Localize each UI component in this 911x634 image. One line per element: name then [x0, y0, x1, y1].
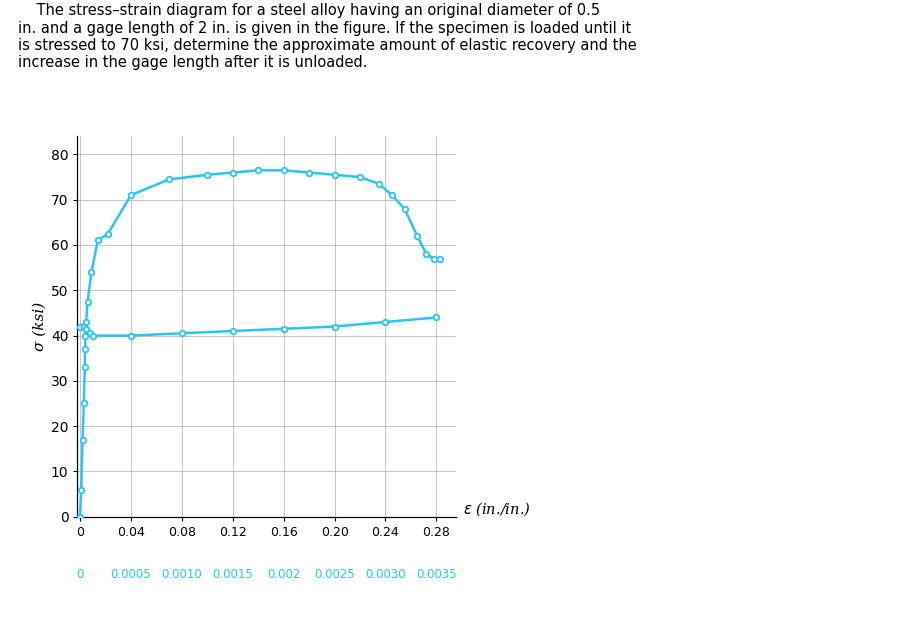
Text: The stress–strain diagram for a steel alloy having an original diameter of 0.5
i: The stress–strain diagram for a steel al…: [18, 3, 637, 70]
Text: 0.0035: 0.0035: [416, 568, 456, 581]
Text: 0.0005: 0.0005: [110, 568, 151, 581]
Point: [101, 229, 116, 239]
Text: 0.002: 0.002: [267, 568, 301, 581]
Point: [90, 235, 105, 245]
Point: [225, 167, 240, 178]
Point: [225, 326, 240, 336]
Point: [84, 267, 98, 277]
Text: 0.0030: 0.0030: [365, 568, 405, 581]
Point: [77, 344, 92, 354]
Point: [79, 324, 94, 334]
Point: [74, 484, 88, 495]
Text: 0.0025: 0.0025: [314, 568, 355, 581]
Point: [77, 321, 91, 332]
Point: [175, 328, 189, 339]
Text: 0: 0: [77, 568, 84, 581]
Point: [124, 190, 138, 200]
Point: [276, 324, 291, 334]
Point: [78, 330, 93, 340]
Point: [76, 435, 90, 445]
Point: [73, 512, 87, 522]
Text: 0.0015: 0.0015: [212, 568, 253, 581]
Point: [276, 165, 291, 176]
Point: [302, 167, 316, 178]
Point: [79, 317, 94, 327]
Point: [162, 174, 177, 184]
Point: [251, 165, 265, 176]
Point: [429, 313, 444, 323]
Point: [327, 321, 342, 332]
Text: $\varepsilon$ (in./in.): $\varepsilon$ (in./in.): [463, 500, 530, 518]
Point: [419, 249, 434, 259]
Point: [372, 179, 386, 189]
Point: [82, 328, 97, 339]
Point: [86, 330, 100, 340]
Point: [77, 398, 91, 408]
Point: [426, 254, 441, 264]
Point: [384, 190, 399, 200]
Y-axis label: σ (ksi): σ (ksi): [33, 302, 46, 351]
Point: [327, 170, 342, 180]
Point: [73, 321, 87, 332]
Point: [378, 317, 393, 327]
Text: 0.0010: 0.0010: [161, 568, 202, 581]
Point: [77, 362, 92, 372]
Point: [200, 170, 215, 180]
Point: [80, 297, 95, 307]
Point: [124, 330, 138, 340]
Point: [397, 204, 412, 214]
Point: [433, 254, 447, 264]
Point: [353, 172, 367, 182]
Point: [410, 231, 425, 241]
